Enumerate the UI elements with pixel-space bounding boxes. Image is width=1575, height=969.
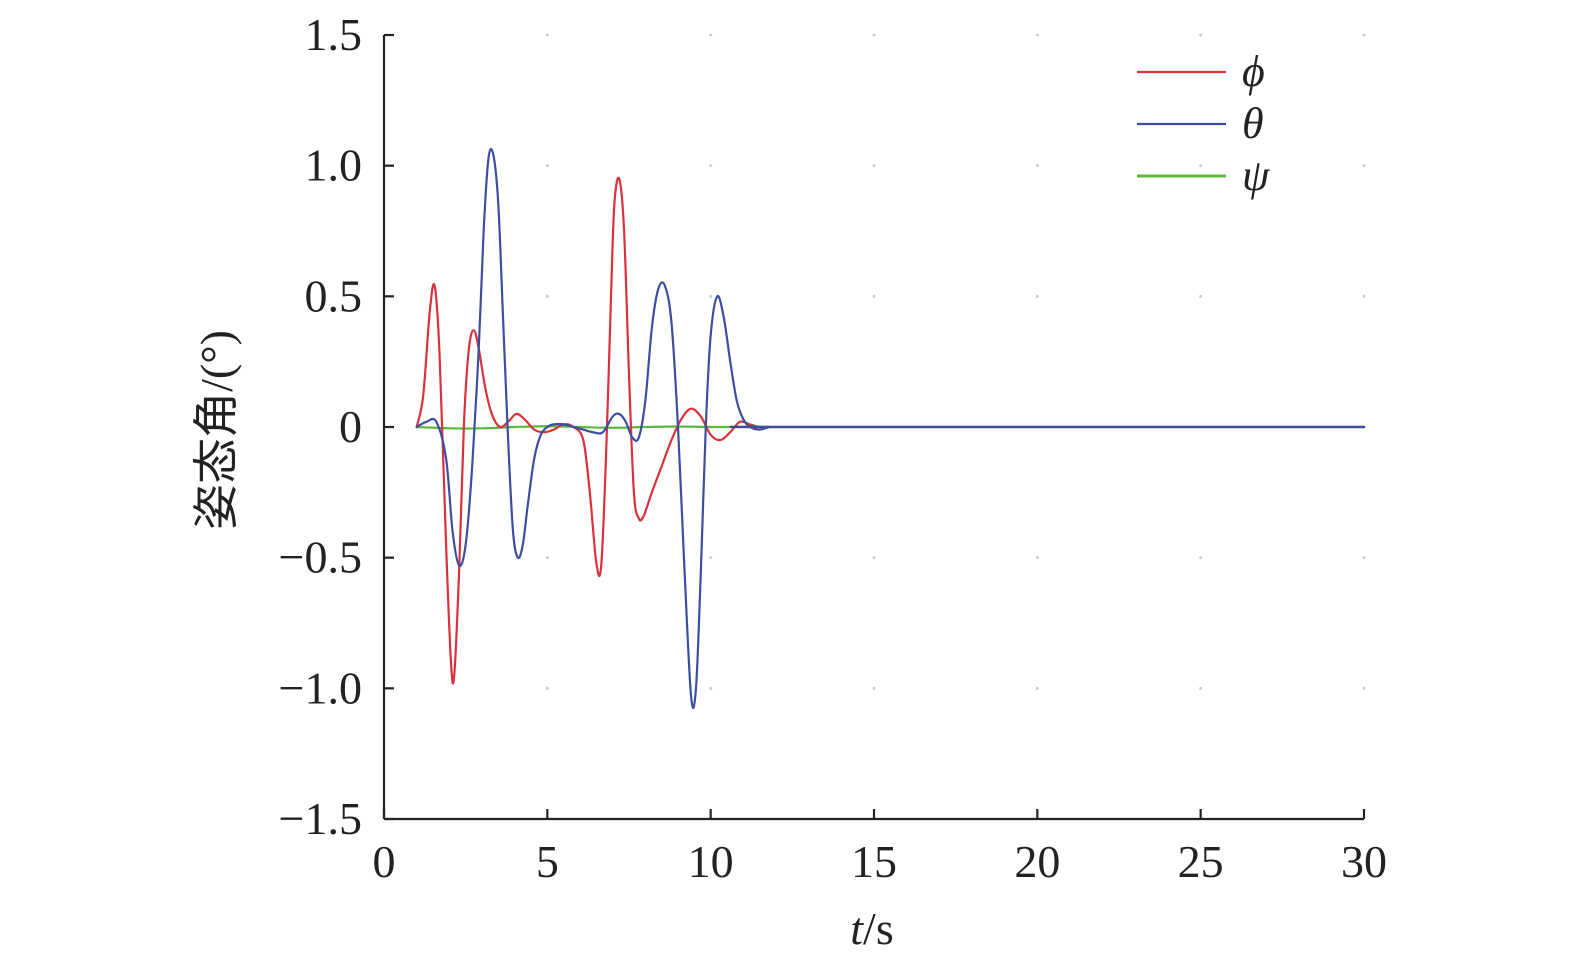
grid-dot [872, 686, 876, 690]
x-tick-label: 5 [536, 836, 559, 887]
series-layer [415, 147, 1366, 709]
grid-dot [1035, 33, 1039, 37]
grid-dot [1199, 686, 1203, 690]
x-ticks: 0 5 10 15 20 25 30 [373, 809, 1387, 887]
legend-label: ψ [1242, 151, 1270, 200]
grid-dot [1035, 556, 1039, 560]
grid-dot [872, 556, 876, 560]
y-tick-label: −1.0 [279, 662, 362, 713]
legend-item-theta: θ [1137, 99, 1264, 148]
legend-item-psi: ψ [1137, 151, 1270, 200]
grid-dot [1199, 294, 1203, 298]
grid-dot [545, 686, 549, 690]
y-tick-label: 1.0 [305, 140, 363, 191]
x-tick-label: 20 [1014, 836, 1060, 887]
y-tick-label: 1.5 [305, 9, 363, 60]
grid-dot [709, 686, 713, 690]
series-theta-line [415, 147, 1366, 709]
y-tick-label: −1.5 [279, 793, 362, 844]
y-tick-label: 0 [339, 401, 362, 452]
grid-dot [1199, 164, 1203, 168]
grid-dot [709, 33, 713, 37]
y-tick-label: 0.5 [305, 270, 363, 321]
x-tick-label: 15 [851, 836, 897, 887]
series-phi-line [415, 176, 1366, 685]
grid-dot [1362, 33, 1366, 37]
x-tick-label: 10 [688, 836, 734, 887]
x-axis-label-var: t [850, 903, 864, 954]
grid-dot [872, 294, 876, 298]
grid-dot [709, 556, 713, 560]
y-ticks: −1.5 −1.0 −0.5 0 0.5 1.0 1.5 [279, 9, 394, 844]
y-tick-label: −0.5 [279, 532, 362, 583]
legend-item-phi: ϕ [1137, 47, 1265, 96]
grid-dot [1035, 686, 1039, 690]
legend-label: ϕ [1242, 47, 1265, 96]
grid-dot [1199, 33, 1203, 37]
legend-label: θ [1242, 99, 1264, 148]
x-axis-label-unit: /s [863, 903, 894, 954]
grid-dot [709, 294, 713, 298]
grid-dot [1362, 556, 1366, 560]
grid-dot [1035, 294, 1039, 298]
grid-dot [872, 164, 876, 168]
grid-dot [1362, 686, 1366, 690]
x-tick-label: 25 [1178, 836, 1224, 887]
x-tick-label: 30 [1341, 836, 1387, 887]
grid-dot [1362, 294, 1366, 298]
grid-dot [545, 33, 549, 37]
grid-dot [1035, 164, 1039, 168]
grid-dot [709, 164, 713, 168]
y-axis-label: 姿态角/(°) [191, 330, 242, 530]
grid-dot [872, 33, 876, 37]
grid-dot [1362, 164, 1366, 168]
legend: ϕθψ [1137, 47, 1270, 200]
grid-dot [545, 556, 549, 560]
grid-dot [545, 294, 549, 298]
grid-dot [1199, 556, 1203, 560]
x-axis-label: t/s [850, 903, 893, 954]
grid-dot [545, 164, 549, 168]
x-tick-label: 0 [373, 836, 396, 887]
